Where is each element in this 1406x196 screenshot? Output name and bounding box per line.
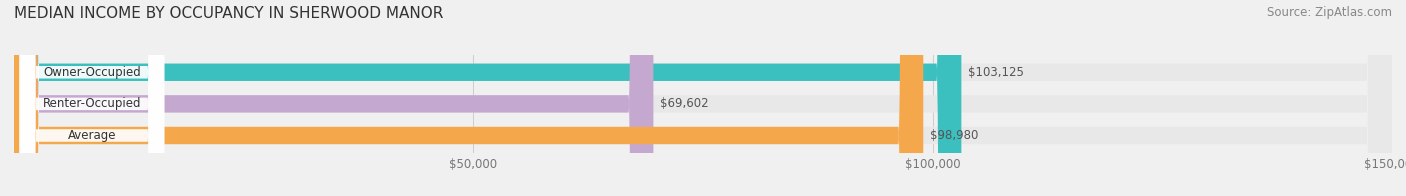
FancyBboxPatch shape <box>20 0 165 196</box>
FancyBboxPatch shape <box>20 0 165 196</box>
FancyBboxPatch shape <box>14 0 962 196</box>
FancyBboxPatch shape <box>14 0 654 196</box>
FancyBboxPatch shape <box>14 0 1392 196</box>
Text: Owner-Occupied: Owner-Occupied <box>44 66 141 79</box>
Text: Renter-Occupied: Renter-Occupied <box>42 97 141 110</box>
Text: $98,980: $98,980 <box>931 129 979 142</box>
Text: $69,602: $69,602 <box>661 97 709 110</box>
FancyBboxPatch shape <box>14 0 1392 196</box>
Text: Average: Average <box>67 129 117 142</box>
Text: $103,125: $103,125 <box>969 66 1024 79</box>
FancyBboxPatch shape <box>14 0 1392 196</box>
FancyBboxPatch shape <box>14 0 924 196</box>
Text: Source: ZipAtlas.com: Source: ZipAtlas.com <box>1267 6 1392 19</box>
Text: MEDIAN INCOME BY OCCUPANCY IN SHERWOOD MANOR: MEDIAN INCOME BY OCCUPANCY IN SHERWOOD M… <box>14 6 443 21</box>
FancyBboxPatch shape <box>20 0 165 196</box>
